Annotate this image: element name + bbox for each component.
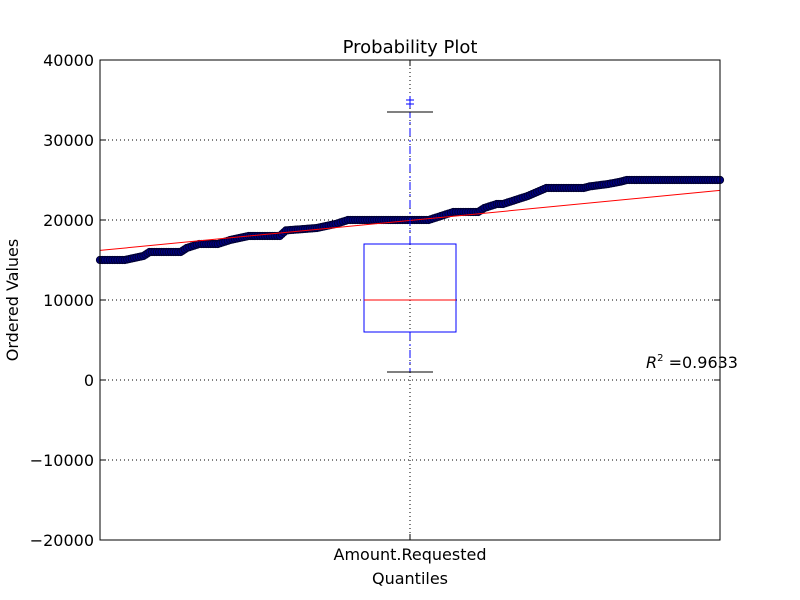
box-iqr — [363, 243, 457, 333]
r-squared-annotation: R2 =0.9633 — [646, 353, 738, 372]
chart-title: Probability Plot — [343, 37, 478, 58]
x-axis-label: Quantiles — [372, 569, 448, 588]
data-layer — [95, 175, 725, 265]
y-tick-label: 20000 — [43, 211, 94, 230]
x-tick-label: Amount.Requested — [334, 545, 487, 564]
y-tick-label: 0 — [84, 371, 94, 390]
y-tick-label: −20000 — [30, 531, 94, 550]
r-squared-exponent: 2 — [657, 353, 663, 364]
r-squared-symbol: R — [646, 353, 657, 372]
r-squared-value: =0.9633 — [664, 353, 738, 372]
axis-ticks: −20000 −10000 0 10000 20000 30000 40000 Amount.… — [30, 51, 720, 564]
y-tick-label: −10000 — [30, 451, 94, 470]
boxplot — [363, 96, 457, 373]
y-tick-label: 30000 — [43, 131, 94, 150]
y-axis-label: Ordered Values — [3, 239, 22, 361]
y-tick-label: 10000 — [43, 291, 94, 310]
y-tick-label: 40000 — [43, 51, 94, 70]
